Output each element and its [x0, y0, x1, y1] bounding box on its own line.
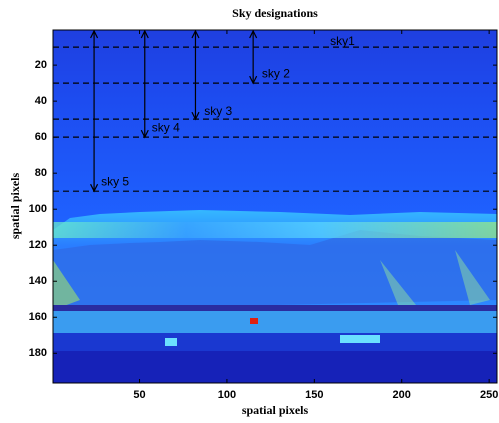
x-axis-label: spatial pixels — [242, 403, 309, 417]
annotation: sky 5 — [101, 174, 129, 188]
annotation: sky 4 — [152, 120, 180, 134]
y-tick-label: 100 — [29, 203, 47, 215]
arrow-head — [90, 183, 99, 193]
annotation: sky 3 — [204, 104, 232, 118]
plot-frame — [52, 29, 498, 384]
x-tick-label: 150 — [305, 389, 323, 401]
arrow-head — [249, 75, 258, 85]
y-axis-label: spatial pixels — [8, 173, 22, 240]
x-tick-label: 100 — [218, 389, 236, 401]
y-tick-label: 120 — [29, 239, 47, 251]
x-tick-label: 250 — [480, 389, 498, 401]
chart-title: Sky designations — [232, 6, 318, 20]
arrow-head — [191, 29, 200, 39]
arrow-head — [90, 29, 99, 39]
arrow-head — [140, 29, 149, 39]
arrow-head — [140, 129, 149, 139]
image — [53, 30, 497, 383]
arrow-head — [191, 111, 200, 121]
annotation: sky 2 — [262, 66, 290, 80]
annotation: sky1 — [330, 34, 355, 48]
x-tick-label: 200 — [393, 389, 411, 401]
y-tick-label: 80 — [35, 167, 47, 179]
y-tick-label: 40 — [35, 95, 47, 107]
y-tick-label: 180 — [29, 347, 47, 359]
y-tick-label: 60 — [35, 131, 47, 143]
y-tick-label: 140 — [29, 275, 47, 287]
arrow-head — [249, 29, 258, 39]
y-tick-label: 160 — [29, 311, 47, 323]
x-tick-label: 50 — [133, 389, 145, 401]
y-tick-label: 20 — [35, 59, 47, 71]
